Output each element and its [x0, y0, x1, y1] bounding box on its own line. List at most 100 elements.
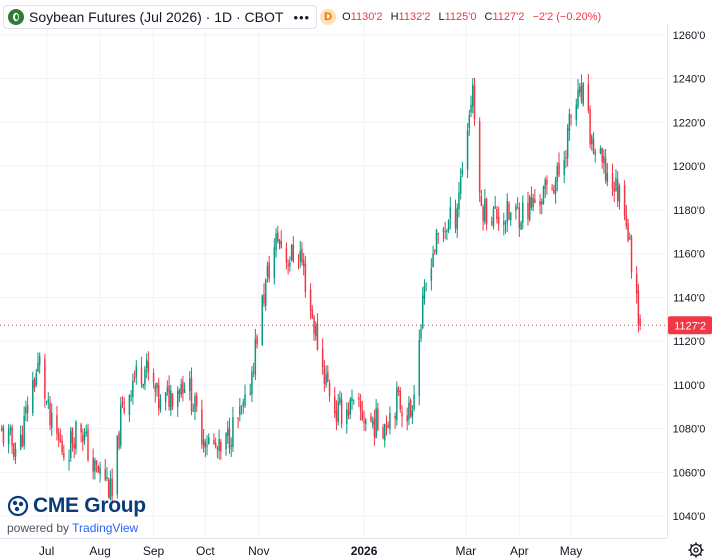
candle-body	[606, 172, 609, 183]
candle-body	[195, 395, 198, 407]
candle-body	[603, 156, 605, 164]
candle-body	[273, 247, 276, 278]
price-tick-label: 1240'0	[673, 74, 706, 86]
delayed-data-badge: D	[320, 9, 337, 25]
candle-body	[142, 384, 144, 387]
candle-body	[478, 121, 481, 193]
candle-body	[604, 158, 607, 181]
candle-body	[216, 448, 219, 450]
candle-body	[539, 201, 541, 206]
candle-body	[365, 419, 367, 425]
symbol-title-box[interactable]: Soybean Futures (Jul 2026) · 1D · CBOT •…	[3, 5, 318, 29]
price-tick-label: 1060'0	[673, 467, 706, 479]
candle-body	[159, 398, 162, 411]
candle-body	[627, 223, 629, 241]
candle-body	[183, 389, 186, 393]
candle-body	[470, 104, 472, 113]
candle-body	[503, 221, 505, 225]
symbol-title: Soybean Futures (Jul 2026) · 1D · CBOT	[29, 9, 284, 25]
candle-body	[421, 295, 424, 329]
candle-body	[408, 402, 410, 420]
low-value: 1125'0	[444, 11, 477, 23]
candle-body	[254, 339, 257, 375]
candle-body	[44, 359, 46, 399]
candle-body	[399, 390, 402, 410]
candle-body	[546, 179, 548, 185]
candle-body	[182, 381, 184, 394]
candle-body	[0, 428, 3, 431]
candle-body	[370, 416, 372, 422]
candle-body	[178, 389, 181, 395]
candle-body	[63, 452, 65, 459]
time-tick-label: Jul	[39, 544, 54, 558]
candle-body	[225, 433, 227, 450]
candle-body	[623, 185, 626, 216]
candle-body	[508, 203, 510, 220]
candle-body	[321, 348, 324, 368]
candle-body	[107, 480, 110, 498]
candle-body	[442, 229, 445, 232]
candle-body	[252, 371, 255, 373]
candle-body	[118, 432, 120, 448]
candle-body	[401, 412, 403, 417]
candle-body	[494, 206, 496, 209]
candle-body	[599, 148, 602, 154]
candle-body	[280, 240, 282, 248]
candle-body	[285, 248, 288, 263]
candle-body	[480, 195, 483, 206]
candle-body	[316, 323, 319, 350]
candle-body	[83, 432, 86, 441]
more-options-icon[interactable]: •••	[293, 9, 311, 25]
candle-body	[242, 402, 245, 406]
cme-logo[interactable]: CME Group	[7, 494, 146, 518]
candle-body	[56, 415, 58, 434]
candle-body	[168, 385, 170, 408]
candle-body	[629, 237, 631, 239]
settings-icon[interactable]	[688, 542, 704, 558]
candle-body	[509, 212, 512, 221]
candle-body	[201, 409, 203, 445]
candle-body	[397, 389, 400, 392]
candle-body	[373, 418, 376, 437]
candle-body	[32, 379, 34, 413]
open-value: 1130'2	[350, 11, 383, 23]
candle-body	[458, 192, 460, 210]
candle-body	[630, 235, 633, 273]
candle-body	[135, 365, 138, 378]
candle-body	[116, 435, 119, 495]
candle-body	[577, 90, 579, 108]
powered-by-text: powered by	[7, 521, 70, 535]
last-price-text: 1127'2	[674, 320, 706, 332]
candle-body	[147, 361, 150, 373]
candle-body	[109, 478, 112, 500]
candle-body	[292, 244, 295, 262]
candle-body	[263, 294, 265, 304]
tradingview-link[interactable]: TradingView	[72, 521, 139, 535]
candle-body	[454, 209, 457, 228]
candle-body	[325, 374, 327, 385]
candle-body	[601, 148, 603, 163]
candle-body	[51, 412, 53, 428]
candle-body	[413, 394, 415, 410]
candle-body	[639, 318, 641, 326]
candle-body	[490, 221, 493, 224]
candle-body	[121, 402, 124, 405]
candle-body	[302, 259, 305, 267]
price-tick-label: 1120'0	[673, 336, 705, 348]
close-value: 1127'2	[492, 11, 525, 23]
time-tick-label: Sep	[143, 544, 165, 558]
candle-body	[61, 440, 63, 453]
candle-body	[194, 395, 196, 412]
candle-body	[13, 443, 15, 457]
candle-body	[120, 405, 122, 446]
candle-body	[592, 138, 595, 154]
candle-body	[447, 220, 450, 231]
candle-body	[166, 387, 169, 393]
candle-body	[328, 383, 331, 397]
candle-body	[227, 429, 229, 437]
candle-body	[554, 180, 557, 194]
candle-body	[128, 395, 131, 415]
candle-body	[551, 187, 553, 189]
candle-body	[297, 263, 300, 265]
